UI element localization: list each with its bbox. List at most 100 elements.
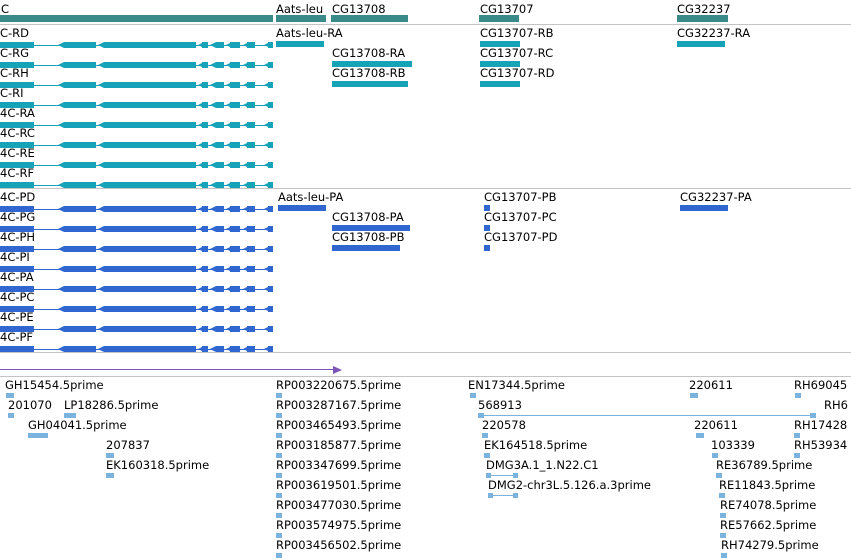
est-bar[interactable] <box>795 393 801 398</box>
protein-label[interactable]: 4C-PG <box>0 210 36 224</box>
est-label[interactable]: RP003574975.5prime <box>276 518 402 532</box>
est-bar[interactable] <box>6 393 14 398</box>
transcript-label[interactable]: C-RG <box>0 46 30 60</box>
transcript-cg13707-rc[interactable] <box>480 61 520 67</box>
est-label[interactable]: RH74279.5prime <box>721 538 819 552</box>
est-label[interactable]: LP18286.5prime <box>64 398 159 412</box>
est-bar[interactable] <box>488 493 493 498</box>
est-bar[interactable] <box>478 413 484 418</box>
est-span-line[interactable] <box>478 415 816 416</box>
transcript-label[interactable]: 4C-RA <box>0 106 35 120</box>
est-span-line[interactable] <box>488 495 518 496</box>
protein-cg13708-pa[interactable] <box>332 225 410 231</box>
protein-label-cg13708-pb[interactable]: CG13708-PB <box>332 230 405 244</box>
transcript-label-cg32237-ra[interactable]: CG32237-RA <box>677 26 751 40</box>
gene-label-cg13707[interactable]: CG13707 <box>480 2 534 16</box>
protein-cg13707-pb[interactable] <box>484 205 490 211</box>
transcript-aats-leu[interactable] <box>276 41 324 47</box>
est-label[interactable]: RE74078.5prime <box>720 498 817 512</box>
transcript-label-cg13707-rb[interactable]: CG13707-RB <box>480 26 554 40</box>
transcript-label[interactable]: C-RH <box>0 66 29 80</box>
transcript-cg13708-ra[interactable] <box>332 61 412 67</box>
est-bar[interactable] <box>486 473 491 478</box>
est-label[interactable]: 103339 <box>711 438 755 452</box>
gene-bar-left[interactable] <box>0 15 273 22</box>
transcript-label-cg13707-rd[interactable]: CG13707-RD <box>480 66 555 80</box>
est-bar[interactable] <box>482 433 488 438</box>
est-label[interactable]: RE11843.5prime <box>719 478 816 492</box>
est-label[interactable]: RH17428 <box>794 418 848 432</box>
est-label[interactable]: 220611 <box>689 378 733 392</box>
est-label[interactable]: DMG3A.1_1.N22.C1 <box>486 458 599 472</box>
est-bar[interactable] <box>276 473 282 478</box>
est-bar[interactable] <box>721 553 727 558</box>
est-bar[interactable] <box>690 393 698 398</box>
protein-label-cg32237-pa[interactable]: CG32237-PA <box>680 190 752 204</box>
protein-label[interactable]: 4C-PF <box>0 330 34 344</box>
protein-aats-leu[interactable] <box>278 205 326 211</box>
transcript-cg13707-rb[interactable] <box>480 41 520 47</box>
gene-label-cg32237[interactable]: CG32237 <box>677 2 731 16</box>
est-bar[interactable] <box>810 413 816 418</box>
est-label[interactable]: RH53934 <box>794 438 848 452</box>
est-bar[interactable] <box>276 413 282 418</box>
transcript-label-aats-leu[interactable]: Aats-leu-RA <box>276 26 343 40</box>
protein-label[interactable]: 4C-PA <box>0 270 34 284</box>
est-bar[interactable] <box>276 453 282 458</box>
transcript-cg13707-rd[interactable] <box>480 81 520 87</box>
transcript-cg13708-rb[interactable] <box>332 81 408 87</box>
protein-cg13707-pc[interactable] <box>484 225 490 231</box>
est-label[interactable]: DMG2-chr3L.5.126.a.3prime <box>488 478 651 492</box>
est-bar[interactable] <box>276 513 282 518</box>
est-label[interactable]: EK160318.5prime <box>106 458 210 472</box>
transcript-label[interactable]: 4C-RF <box>0 166 35 180</box>
protein-label[interactable]: 4C-PH <box>0 230 36 244</box>
transcript-label-cg13707-rc[interactable]: CG13707-RC <box>480 46 554 60</box>
est-label[interactable]: RH6 <box>824 398 848 412</box>
est-label[interactable]: 207837 <box>106 438 150 452</box>
gene-bar-cg13708[interactable] <box>331 15 408 22</box>
gene-label-left[interactable]: C <box>1 2 10 16</box>
est-label[interactable]: GH15454.5prime <box>5 378 104 392</box>
transcript-label[interactable]: 4C-RC <box>0 126 35 140</box>
gene-label-aats-leu[interactable]: Aats-leu <box>276 2 324 16</box>
est-bar[interactable] <box>484 453 490 458</box>
transcript-cg32237-ra[interactable] <box>677 41 725 47</box>
protein-label[interactable]: 4C-PC <box>0 290 35 304</box>
est-label[interactable]: RH69045 <box>794 378 848 392</box>
est-bar[interactable] <box>794 453 800 458</box>
est-label[interactable]: 220578 <box>482 418 526 432</box>
est-label[interactable]: 201070 <box>8 398 52 412</box>
est-label[interactable]: RP003287167.5prime <box>276 398 402 412</box>
est-label[interactable]: GH04041.5prime <box>28 418 127 432</box>
protein-label[interactable]: 4C-PD <box>0 190 36 204</box>
est-bar[interactable] <box>276 493 282 498</box>
est-bar[interactable] <box>8 413 14 418</box>
est-label[interactable]: RP003185877.5prime <box>276 438 402 452</box>
est-label[interactable]: RE36789.5prime <box>716 458 813 472</box>
gene-bar-aats-leu[interactable] <box>276 15 326 22</box>
est-bar[interactable] <box>276 393 282 398</box>
est-bar[interactable] <box>276 553 282 558</box>
est-label[interactable]: 568913 <box>478 398 522 412</box>
est-label[interactable]: RP003220675.5prime <box>276 378 402 392</box>
est-bar[interactable] <box>64 413 76 418</box>
est-bar[interactable] <box>470 393 476 398</box>
protein-label[interactable]: 4C-PI <box>0 250 30 264</box>
gene-label-cg13708[interactable]: CG13708 <box>332 2 386 16</box>
protein-label[interactable]: 4C-PE <box>0 310 34 324</box>
gene-bar-cg13707[interactable] <box>479 15 519 22</box>
est-bar[interactable] <box>106 473 114 478</box>
est-label[interactable]: RP003456502.5prime <box>276 538 402 552</box>
est-label[interactable]: RE57662.5prime <box>720 518 817 532</box>
transcript-label[interactable]: C-RD <box>0 26 30 40</box>
est-label[interactable]: EK164518.5prime <box>484 438 588 452</box>
est-label[interactable]: RP003619501.5prime <box>276 478 402 492</box>
est-label[interactable]: EN17344.5prime <box>468 378 565 392</box>
transcript-label-cg13708-rb[interactable]: CG13708-RB <box>332 66 406 80</box>
est-label[interactable]: RP003477030.5prime <box>276 498 402 512</box>
protein-label-cg13707-pc[interactable]: CG13707-PC <box>484 210 557 224</box>
est-bar[interactable] <box>720 513 726 518</box>
est-bar[interactable] <box>719 493 725 498</box>
protein-cg13708-pb[interactable] <box>332 245 400 251</box>
